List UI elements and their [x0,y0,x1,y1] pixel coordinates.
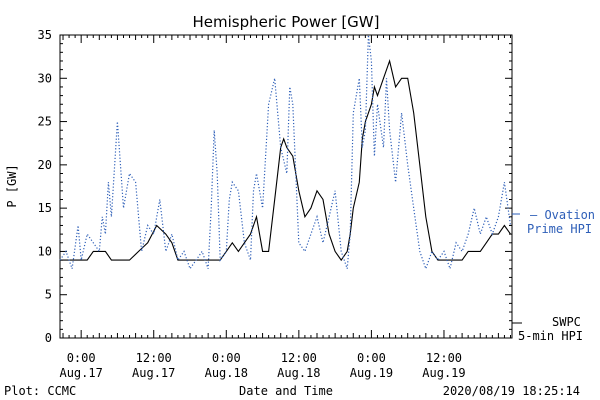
axis-ticks [60,34,512,339]
x-tick-label-date: Aug.19 [422,366,465,380]
x-axis-label: Date and Time [239,384,333,398]
y-tick-label: 20 [38,158,52,172]
series-ovation-line [59,34,512,271]
x-tick-label-time: 12:00 [281,351,317,365]
y-axis-label: P [GW] [5,164,19,207]
footer-plot-credit: Plot: CCMC [4,384,76,398]
x-tick-label-time: 0:00 [67,351,96,365]
x-tick-label-date: Aug.19 [350,366,393,380]
y-tick-label: 35 [38,28,52,42]
x-tick-label-date: Aug.18 [277,366,320,380]
footer-timestamp: 2020/08/19 18:25:14 [443,384,580,398]
legend-ovation-line2: Prime HPI [527,222,592,236]
plot-frame [59,34,513,339]
chart-title: Hemispheric Power [GW] [193,13,380,31]
x-tick-label-date: Aug.17 [132,366,175,380]
y-tick-label: 0 [45,331,52,345]
legend-swpc-line2: 5-min HPI [518,329,583,343]
x-tick-labels: 0:00Aug.1712:00Aug.170:00Aug.1812:00Aug.… [59,351,465,380]
x-tick-label-date: Aug.17 [59,366,102,380]
y-tick-label: 5 [45,288,52,302]
series-swpc-line [60,59,511,262]
x-tick-label-time: 12:00 [426,351,462,365]
x-tick-label-time: 0:00 [212,351,241,365]
legend-swpc-line1: SWPC [552,315,581,329]
y-tick-label: 15 [38,201,52,215]
y-tick-label: 10 [38,244,52,258]
legend-ovation-line1: — Ovation [530,208,595,222]
y-tick-label: 25 [38,115,52,129]
y-tick-labels: 0 5 10 15 20 25 30 35 [38,28,52,345]
x-tick-label-time: 0:00 [357,351,386,365]
y-tick-label: 30 [38,71,52,85]
x-tick-label-time: 12:00 [136,351,172,365]
series-layer [59,34,512,271]
x-tick-label-date: Aug.18 [205,366,248,380]
